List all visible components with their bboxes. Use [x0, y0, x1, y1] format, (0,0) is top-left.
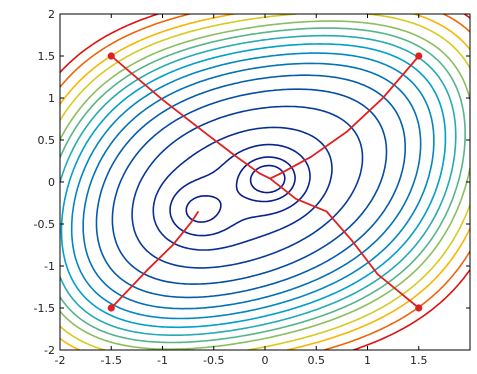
contour-level-10 — [60, 34, 457, 336]
trajectory-line-3 — [269, 177, 420, 309]
x-tick-label: 0 — [262, 354, 269, 367]
start-point-1 — [415, 52, 423, 60]
x-tick-label: 1.5 — [410, 354, 428, 367]
y-tick-label: -0.5 — [34, 218, 55, 231]
start-point-3 — [415, 304, 423, 312]
contour-level-4 — [131, 105, 364, 269]
contour-level-8 — [70, 52, 435, 320]
contour-level-14 — [60, 14, 470, 350]
x-tick-label: -0.5 — [203, 354, 224, 367]
y-tick-label: -1 — [44, 260, 55, 273]
start-markers — [107, 52, 423, 312]
trajectory-line-0 — [110, 55, 271, 180]
x-tick-label: 0.5 — [308, 354, 326, 367]
start-point-0 — [107, 52, 115, 60]
x-tick-label: 1 — [364, 354, 371, 367]
y-tick-label: 2 — [48, 8, 55, 21]
contour-level-7 — [82, 62, 422, 310]
trajectory-line-1 — [269, 55, 420, 180]
contour-level-5 — [111, 88, 388, 285]
x-tick-label: -2 — [55, 354, 66, 367]
y-tick-label: 0.5 — [38, 134, 56, 147]
contour-level-13 — [60, 14, 470, 350]
y-tick-label: -1.5 — [34, 302, 55, 315]
contour-level-9 — [60, 43, 447, 329]
trajectory-paths — [110, 55, 420, 309]
contour-level-12 — [60, 20, 470, 350]
y-tick-label: 1.5 — [38, 50, 56, 63]
trajectory-line-2 — [110, 210, 200, 309]
y-tick-label: -2 — [44, 344, 55, 357]
x-tick-label: -1 — [157, 354, 168, 367]
y-tick-label: 1 — [48, 92, 55, 105]
axes: -2 -1.5 -1 -0.5 0 0.5 1 1.5 2 1.5 1 0.5 0 -0.5 -1 -1.5 -… — [34, 8, 470, 367]
contour-level-6 — [95, 74, 406, 299]
y-tick-label: 0 — [48, 176, 55, 189]
x-tick-label: -1.5 — [101, 354, 122, 367]
start-point-2 — [107, 304, 115, 312]
contour-level-11 — [60, 27, 466, 344]
contour-level-1 — [185, 156, 296, 223]
